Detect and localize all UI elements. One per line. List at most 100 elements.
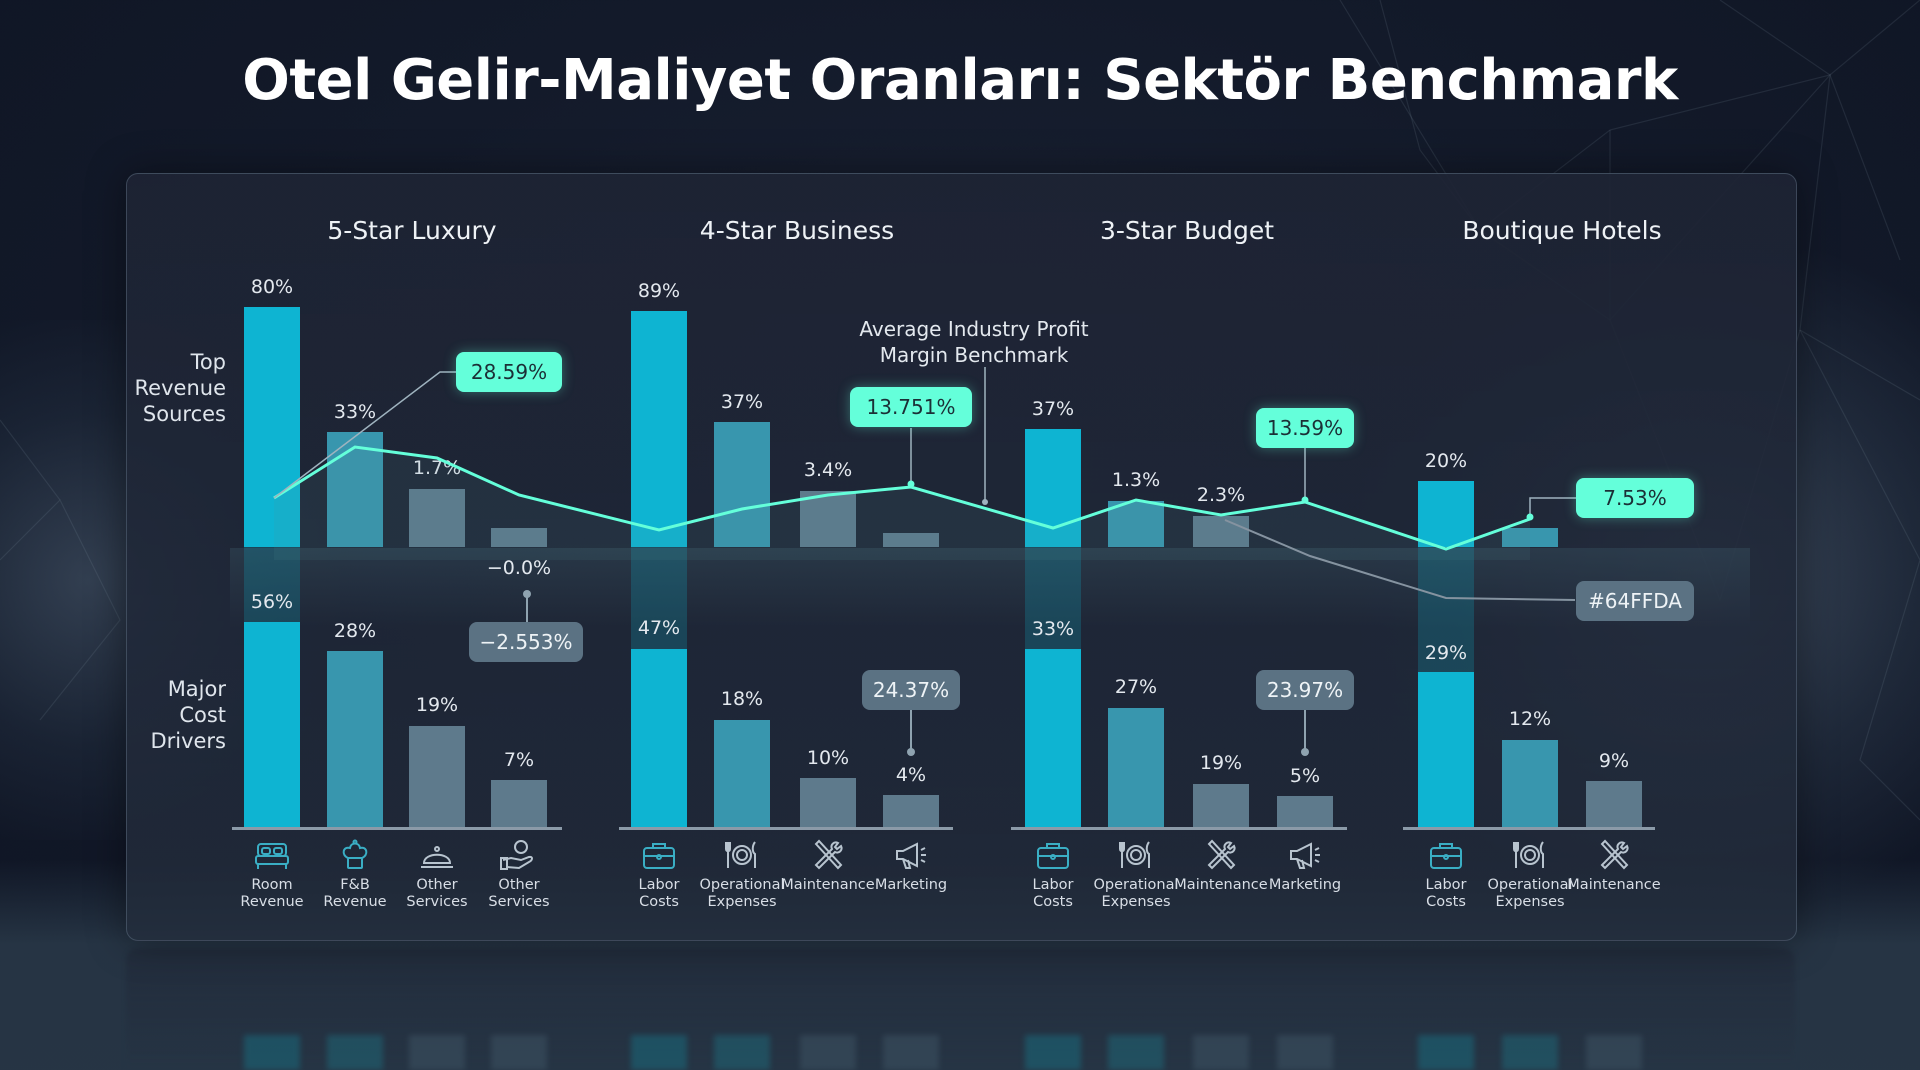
bar-cost-4star-2[interactable] — [714, 720, 770, 828]
group-title-boutique: Boutique Hotels — [1462, 216, 1662, 245]
chart-title: Otel Gelir-Maliyet Oranları: Sektör Benc… — [242, 48, 1678, 113]
callout-color-code[interactable]: #64FFDA — [1576, 581, 1694, 621]
category-label-line: Revenue — [323, 894, 387, 910]
value-label: 37% — [1031, 398, 1075, 420]
bar-cost-5star-2[interactable] — [327, 651, 383, 828]
tools-icon — [1207, 839, 1236, 870]
bar-revenue-boutique-2[interactable] — [1502, 528, 1558, 547]
category-label: Maintenance — [773, 877, 883, 894]
group-title-3-star: 3-Star Budget — [1099, 216, 1275, 245]
bar-connector — [1418, 547, 1474, 672]
bar-revenue-4star-1[interactable] — [631, 311, 687, 547]
tools-icon — [814, 839, 843, 870]
value-label: 89% — [637, 280, 681, 302]
category-label: Room Revenue — [217, 877, 327, 911]
value-label: 5% — [1289, 765, 1321, 787]
category-label-line: Other — [416, 877, 458, 893]
category-label-line: Maintenance — [1567, 877, 1661, 893]
bar-cost-boutique-2[interactable] — [1502, 740, 1558, 828]
value-label: 19% — [1199, 752, 1243, 774]
category-label-line: Maintenance — [1174, 877, 1268, 893]
value-label: 80% — [250, 276, 294, 298]
row-label-costs-line: Drivers — [150, 729, 226, 753]
bar-cost-boutique-1[interactable] — [1418, 672, 1474, 828]
category-label: Operational Expenses — [1081, 877, 1191, 911]
category-label: Operational Expenses — [687, 877, 797, 911]
category-label-line: Services — [488, 894, 550, 910]
value-label: 3.4% — [803, 459, 853, 481]
value-label: 37% — [720, 391, 764, 413]
row-label-revenue-line: Top — [190, 350, 226, 374]
bar-revenue-5star-other[interactable] — [409, 489, 465, 547]
bar-revenue-5star-room[interactable] — [244, 307, 300, 547]
bar-revenue-boutique-1[interactable] — [1418, 481, 1474, 547]
value-label: 29% — [1424, 642, 1468, 664]
bar-revenue-3star-2[interactable] — [1108, 501, 1164, 547]
benchmark-annotation-line2: Margin Benchmark — [879, 343, 1069, 367]
baseline-boutique — [1403, 827, 1655, 830]
bar-cost-3star-4[interactable] — [1277, 796, 1333, 828]
row-label-revenue-line: Revenue — [134, 376, 226, 400]
bar-cost-4star-1[interactable] — [631, 649, 687, 828]
callout-boutique-margin[interactable]: 7.53% — [1576, 478, 1694, 518]
category-label-line: Services — [406, 894, 468, 910]
briefcase-icon — [643, 843, 675, 869]
category-label: Marketing — [856, 877, 966, 894]
callout-4star-margin[interactable]: 13.751% — [850, 387, 972, 427]
bar-revenue-3star-3[interactable] — [1193, 516, 1249, 547]
value-label: 10% — [806, 747, 850, 769]
baseline-3star — [1011, 827, 1347, 830]
value-label: 19% — [415, 694, 459, 716]
megaphone-icon — [1290, 842, 1320, 869]
briefcase-icon — [1037, 843, 1069, 869]
bar-cost-3star-3[interactable] — [1193, 784, 1249, 828]
callout-5star-secondary[interactable]: −2.553% — [469, 622, 583, 662]
bar-cost-3star-2[interactable] — [1108, 708, 1164, 828]
category-label: Operational Expenses — [1475, 877, 1585, 911]
category-label-line: Expenses — [1495, 894, 1565, 910]
value-label: 7% — [503, 749, 535, 771]
bar-connector — [631, 547, 687, 649]
bar-cost-4star-4[interactable] — [883, 795, 939, 828]
tools-icon — [1600, 839, 1629, 870]
bar-revenue-4star-4[interactable] — [883, 533, 939, 547]
hand-coin-icon — [500, 840, 533, 870]
bar-cost-5star-1[interactable] — [244, 622, 300, 828]
bar-cost-5star-3[interactable] — [409, 726, 465, 828]
bar-revenue-4star-3[interactable] — [800, 491, 856, 547]
category-label: Other Services — [382, 877, 492, 911]
callout-3star-secondary[interactable]: 23.97% — [1256, 670, 1354, 710]
category-label-line: Expenses — [707, 894, 777, 910]
bar-revenue-5star-other-2[interactable] — [491, 528, 547, 547]
bar-revenue-4star-2[interactable] — [714, 422, 770, 547]
callout-4star-secondary[interactable]: 24.37% — [862, 670, 960, 710]
category-label-line: Operational — [1093, 877, 1179, 893]
bar-connector — [1025, 547, 1081, 649]
category-label: Labor Costs — [1391, 877, 1501, 911]
bar-cost-boutique-3[interactable] — [1586, 781, 1642, 828]
bar-cost-3star-1[interactable] — [1025, 649, 1081, 828]
bar-cost-5star-4[interactable] — [491, 780, 547, 828]
value-label: 9% — [1598, 750, 1630, 772]
category-label-line: Operational — [699, 877, 785, 893]
category-label-line: Labor — [1425, 877, 1467, 893]
dining-icon — [1513, 841, 1544, 868]
callout-3star-margin[interactable]: 13.59% — [1256, 408, 1354, 448]
service-bell-icon — [421, 846, 453, 868]
category-label-line: Revenue — [240, 894, 304, 910]
value-label: 4% — [895, 764, 927, 786]
category-label-line: F&B — [340, 877, 370, 893]
callout-5star-margin[interactable]: 28.59% — [456, 352, 562, 392]
briefcase-icon — [1430, 843, 1462, 869]
category-label: Labor Costs — [604, 877, 714, 911]
category-label-line: Costs — [1426, 894, 1466, 910]
value-label: 28% — [333, 620, 377, 642]
value-label: 33% — [333, 401, 377, 423]
bar-cost-4star-3[interactable] — [800, 778, 856, 828]
category-label-line: Expenses — [1101, 894, 1171, 910]
megaphone-icon — [896, 842, 926, 869]
value-label: 56% — [250, 591, 294, 613]
baseline-5star — [232, 827, 562, 830]
row-label-costs-line: Cost — [179, 703, 226, 727]
group-title-4-star: 4-Star Business — [699, 216, 895, 245]
